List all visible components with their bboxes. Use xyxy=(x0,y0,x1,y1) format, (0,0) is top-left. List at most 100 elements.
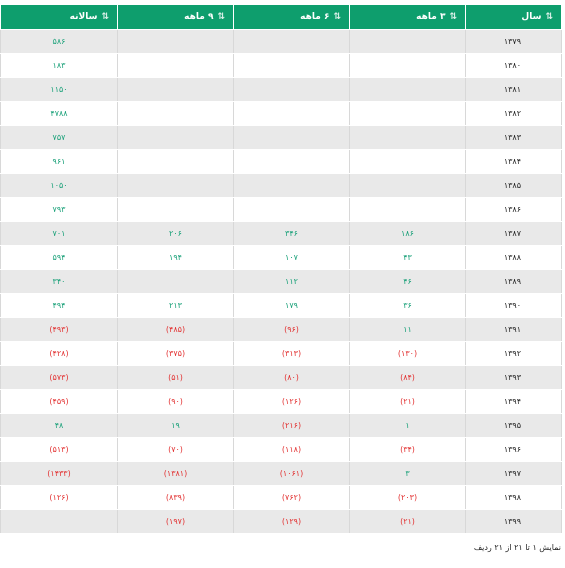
q3-cell: ۳ xyxy=(349,461,466,486)
q6-cell xyxy=(233,29,350,54)
q9-cell xyxy=(117,29,234,54)
year-cell: ۱۳۸۸ xyxy=(465,245,562,270)
year-cell: ۱۳۹۸ xyxy=(465,485,562,510)
column-header-label: ۳ ماهه xyxy=(416,12,446,22)
q6-cell: ۳۴۶ xyxy=(233,221,350,246)
table-row: ۱۳۸۱ ۱۱۵۰ xyxy=(0,77,562,102)
table-header-row: ⇅سال ⇅۳ ماهه ⇅۶ ماهه ⇅۹ ماهه ⇅سالانه xyxy=(0,4,562,30)
sort-icon: ⇅ xyxy=(217,12,225,22)
annual-cell: ۵۹۴ xyxy=(0,245,118,270)
column-header-6-month[interactable]: ⇅۶ ماهه xyxy=(233,4,350,30)
q3-cell: (۳۴) xyxy=(349,437,466,462)
q9-cell xyxy=(117,173,234,198)
annual-cell: ۱۸۳ xyxy=(0,53,118,78)
q9-cell xyxy=(117,269,234,294)
q6-cell: (۱۲۹) xyxy=(233,509,350,534)
q6-cell: (۷۶۲) xyxy=(233,485,350,510)
q3-cell xyxy=(349,101,466,126)
q6-cell xyxy=(233,197,350,222)
year-cell: ۱۳۹۲ xyxy=(465,341,562,366)
annual-cell: ۷۵۷ xyxy=(0,125,118,150)
q9-cell: ۲۰۶ xyxy=(117,221,234,246)
q9-cell: (۴۸۵) xyxy=(117,317,234,342)
annual-cell: ۴۸ xyxy=(0,413,118,438)
column-header-label: سالانه xyxy=(69,12,98,22)
year-cell: ۱۳۹۱ xyxy=(465,317,562,342)
annual-cell: ۷۹۳ xyxy=(0,197,118,222)
q3-cell xyxy=(349,125,466,150)
q6-cell: ۱۷۹ xyxy=(233,293,350,318)
annual-cell: (۴۹۳) xyxy=(0,317,118,342)
table-row: ۱۳۸۶ ۷۹۳ xyxy=(0,197,562,222)
table-row: ۱۳۹۲ (۱۳۰) (۳۱۳) (۳۷۵) (۴۲۸) xyxy=(0,341,562,366)
q3-cell xyxy=(349,173,466,198)
q3-cell: (۲۰۳) xyxy=(349,485,466,510)
year-cell: ۱۳۸۶ xyxy=(465,197,562,222)
year-cell: ۱۳۸۴ xyxy=(465,149,562,174)
year-cell: ۱۳۸۱ xyxy=(465,77,562,102)
sort-icon: ⇅ xyxy=(449,12,457,22)
q3-cell: ۳۶ xyxy=(349,293,466,318)
q9-cell xyxy=(117,197,234,222)
q6-cell xyxy=(233,173,350,198)
annual-cell xyxy=(0,509,118,534)
q9-cell: (۵۱) xyxy=(117,365,234,390)
year-cell: ۱۳۹۳ xyxy=(465,365,562,390)
q9-cell: (۳۷۵) xyxy=(117,341,234,366)
q6-cell: (۱۲۶) xyxy=(233,389,350,414)
table-row: ۱۳۹۸ (۲۰۳) (۷۶۲) (۸۳۹) (۱۲۶) xyxy=(0,485,562,510)
q3-cell: ۱ xyxy=(349,413,466,438)
year-cell: ۱۳۸۰ xyxy=(465,53,562,78)
table-row: ۱۳۸۲ ۴۷۸۸ xyxy=(0,101,562,126)
q6-cell xyxy=(233,125,350,150)
table-row: ۱۳۸۷ ۱۸۶ ۳۴۶ ۲۰۶ ۷۰۱ xyxy=(0,221,562,246)
q6-cell: (۱۰۶۱) xyxy=(233,461,350,486)
year-cell: ۱۳۹۶ xyxy=(465,437,562,462)
year-cell: ۱۳۹۵ xyxy=(465,413,562,438)
year-cell: ۱۳۸۵ xyxy=(465,173,562,198)
table-row: ۱۳۸۴ ۹۶۱ xyxy=(0,149,562,174)
q9-cell: ۱۹ xyxy=(117,413,234,438)
q9-cell: (۹۰) xyxy=(117,389,234,414)
table-row: ۱۳۹۵ ۱ (۲۱۶) ۱۹ ۴۸ xyxy=(0,413,562,438)
column-header-9-month[interactable]: ⇅۹ ماهه xyxy=(117,4,234,30)
q9-cell: (۱۳۸۱) xyxy=(117,461,234,486)
q9-cell xyxy=(117,149,234,174)
q3-cell: (۲۱) xyxy=(349,509,466,534)
annual-cell: (۵۷۳) xyxy=(0,365,118,390)
table-row: ۱۳۸۵ ۱۰۵۰ xyxy=(0,173,562,198)
sort-icon: ⇅ xyxy=(101,12,109,22)
annual-cell: ۵۸۶ xyxy=(0,29,118,54)
year-cell: ۱۳۷۹ xyxy=(465,29,562,54)
q9-cell xyxy=(117,77,234,102)
q3-cell: ۴۳ xyxy=(349,245,466,270)
column-header-annual[interactable]: ⇅سالانه xyxy=(0,4,118,30)
year-cell: ۱۳۸۳ xyxy=(465,125,562,150)
table-row: ۱۳۷۹ ۵۸۶ xyxy=(0,29,562,54)
table-row: ۱۳۹۹ (۲۱) (۱۲۹) (۱۹۷) xyxy=(0,509,562,534)
column-header-label: سال xyxy=(521,12,542,22)
year-cell: ۱۳۹۰ xyxy=(465,293,562,318)
column-header-year[interactable]: ⇅سال xyxy=(465,4,562,30)
q3-cell xyxy=(349,197,466,222)
q6-cell: ۱۰۷ xyxy=(233,245,350,270)
column-header-label: ۶ ماهه xyxy=(300,12,330,22)
table-body: ۱۳۷۹ ۵۸۶ ۱۳۸۰ ۱۸۳ ۱۳۸۱ ۱۱۵۰ ۱۳۸۲ ۴۷۸۸ ۱۳۸۳ ۷۵۷ ۱۳۸… xyxy=(0,29,562,534)
q6-cell: (۳۱۳) xyxy=(233,341,350,366)
annual-cell: ۴۷۸۸ xyxy=(0,101,118,126)
table-row: ۱۳۸۸ ۴۳ ۱۰۷ ۱۹۴ ۵۹۴ xyxy=(0,245,562,270)
q3-cell xyxy=(349,149,466,174)
q9-cell: (۷۰) xyxy=(117,437,234,462)
table-row: ۱۳۹۱ ۱۱ (۹۶) (۴۸۵) (۴۹۳) xyxy=(0,317,562,342)
column-header-3-month[interactable]: ⇅۳ ماهه xyxy=(349,4,466,30)
annual-cell: ۴۹۴ xyxy=(0,293,118,318)
table-row: ۱۳۸۳ ۷۵۷ xyxy=(0,125,562,150)
pagination-info: نمایش ۱ تا ۲۱ از ۲۱ ردیف xyxy=(473,543,561,552)
year-cell: ۱۳۹۴ xyxy=(465,389,562,414)
q6-cell: (۸۰) xyxy=(233,365,350,390)
column-header-label: ۹ ماهه xyxy=(184,12,214,22)
annual-cell: (۱۴۳۳) xyxy=(0,461,118,486)
q6-cell: ۱۱۲ xyxy=(233,269,350,294)
year-cell: ۱۳۸۲ xyxy=(465,101,562,126)
q6-cell: (۱۱۸) xyxy=(233,437,350,462)
